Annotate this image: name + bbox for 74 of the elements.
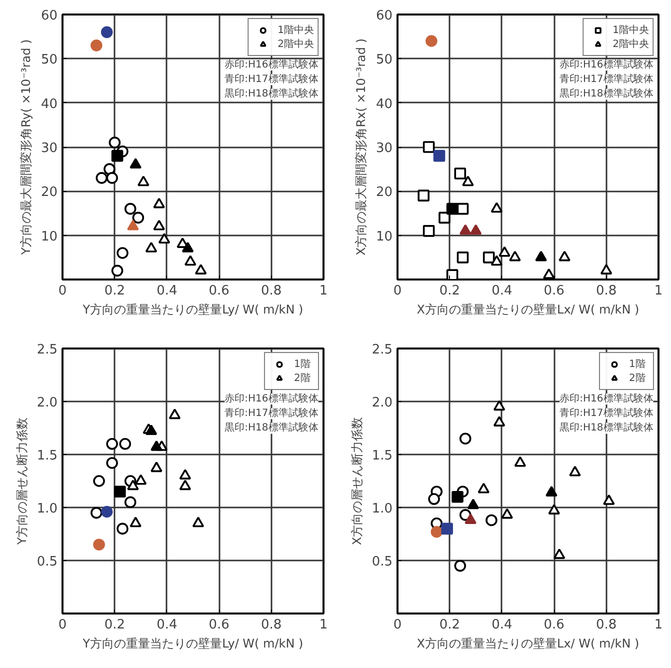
x-tick-label: 0.6 — [544, 284, 564, 298]
x-tick-label: 0.8 — [596, 284, 617, 298]
x-tick-label: 1 — [319, 618, 328, 632]
legend-label: 2階中央 — [612, 38, 649, 51]
y-axis-title: Y方向の最大層間変形角Ry( ×10⁻³rad ) — [18, 39, 33, 256]
x-axis-title: Y方向の重量当たりの壁量Ly/ W( m/kN ) — [82, 636, 304, 650]
x-tick-label: 0 — [393, 284, 402, 298]
x-tick-label: 0.8 — [260, 284, 282, 298]
y-tick-label: 0.5 — [372, 554, 393, 570]
y-axis-title: X方向の層せん断力係数 — [350, 416, 364, 546]
legend-label: 2階 — [294, 372, 312, 385]
y-tick-label: 50 — [40, 52, 58, 68]
y-axis-title: Y方向の層せん断力係数 — [14, 417, 29, 546]
legend-label: 2階 — [629, 372, 646, 385]
y-axis-title: X方向の最大層間変形角Rx( ×10⁻³rad ) — [354, 38, 368, 256]
x-axis-title: X方向の重量当たりの壁量Lx/ W( m/kN ) — [416, 302, 640, 316]
y-tick-label: 30 — [40, 141, 58, 156]
y-tick-label: 30 — [376, 141, 393, 156]
x-tick-label: 0.4 — [492, 284, 512, 298]
x-tick-label: 0.2 — [439, 618, 460, 632]
y-tick-label: 20 — [40, 185, 58, 200]
x-tick-label: 0.2 — [439, 284, 460, 298]
legend-label: 1階 — [629, 358, 646, 371]
annotation: 黒印:H18標準試験体 — [560, 422, 654, 434]
x-axis-title: X方向の重量当たりの壁量Lx/ W( m/kN ) — [416, 636, 640, 650]
x-tick-label: 0.2 — [104, 618, 126, 632]
legend-label: 1階中央 — [278, 24, 314, 37]
y-tick-label: 10 — [376, 229, 393, 244]
y-tick-label: 1.0 — [36, 502, 58, 516]
x-tick-label: 0.4 — [492, 618, 512, 632]
x-tick-label: 0.4 — [156, 618, 178, 632]
annotation: 黒印:H18標準試験体 — [560, 88, 654, 100]
y-tick-label: 60 — [40, 8, 58, 24]
annotation: 赤印:H16標準試験体 — [560, 58, 654, 71]
x-tick-label: 0 — [58, 284, 67, 298]
annotation: 黒印:H18標準試験体 — [224, 88, 318, 100]
y-tick-label: 60 — [376, 8, 393, 24]
y-tick-label: 2.5 — [36, 342, 58, 358]
y-tick-label: 10 — [40, 229, 58, 244]
annotation: 赤印:H16標準試験体 — [224, 392, 318, 405]
y-tick-label: 1.5 — [36, 448, 58, 464]
y-tick-label: 40 — [40, 96, 58, 112]
y-tick-label: 1.0 — [372, 502, 393, 516]
annotation: 黒印:H18標準試験体 — [224, 422, 318, 434]
x-tick-label: 0.8 — [596, 618, 617, 632]
y-tick-label: 2.0 — [372, 396, 393, 410]
y-tick-label: 1.5 — [372, 448, 393, 464]
annotation: 青印:H17標準試験体 — [560, 73, 654, 86]
legend-label: 1階 — [294, 358, 312, 371]
legend-label: 1階中央 — [612, 24, 649, 37]
x-tick-label: 1 — [654, 284, 663, 298]
y-tick-label: 20 — [376, 185, 393, 200]
y-tick-label: 50 — [376, 52, 393, 68]
x-tick-label: 0.2 — [104, 284, 126, 298]
x-tick-label: 0.6 — [208, 618, 230, 632]
legend-label: 2階中央 — [278, 38, 314, 51]
x-tick-label: 1 — [319, 284, 328, 298]
y-tick-label: 40 — [376, 96, 393, 112]
annotation: 青印:H17標準試験体 — [224, 407, 318, 420]
x-tick-label: 1 — [654, 618, 663, 632]
y-tick-label: 2.0 — [36, 396, 58, 410]
annotation: 青印:H17標準試験体 — [224, 73, 318, 86]
x-tick-label: 0.6 — [208, 284, 230, 298]
annotation: 赤印:H16標準試験体 — [224, 58, 318, 71]
x-tick-label: 0.8 — [260, 618, 282, 632]
x-tick-label: 0.4 — [156, 284, 178, 298]
y-tick-label: 0.5 — [36, 554, 58, 570]
x-axis-title: Y方向の重量当たりの壁量Ly/ W( m/kN ) — [82, 302, 304, 316]
y-tick-label: 2.5 — [372, 342, 393, 358]
annotation: 赤印:H16標準試験体 — [560, 392, 654, 405]
x-tick-label: 0 — [58, 618, 67, 632]
annotation: 青印:H17標準試験体 — [560, 407, 654, 420]
x-tick-label: 0.6 — [544, 618, 564, 632]
x-tick-label: 0 — [393, 618, 402, 632]
